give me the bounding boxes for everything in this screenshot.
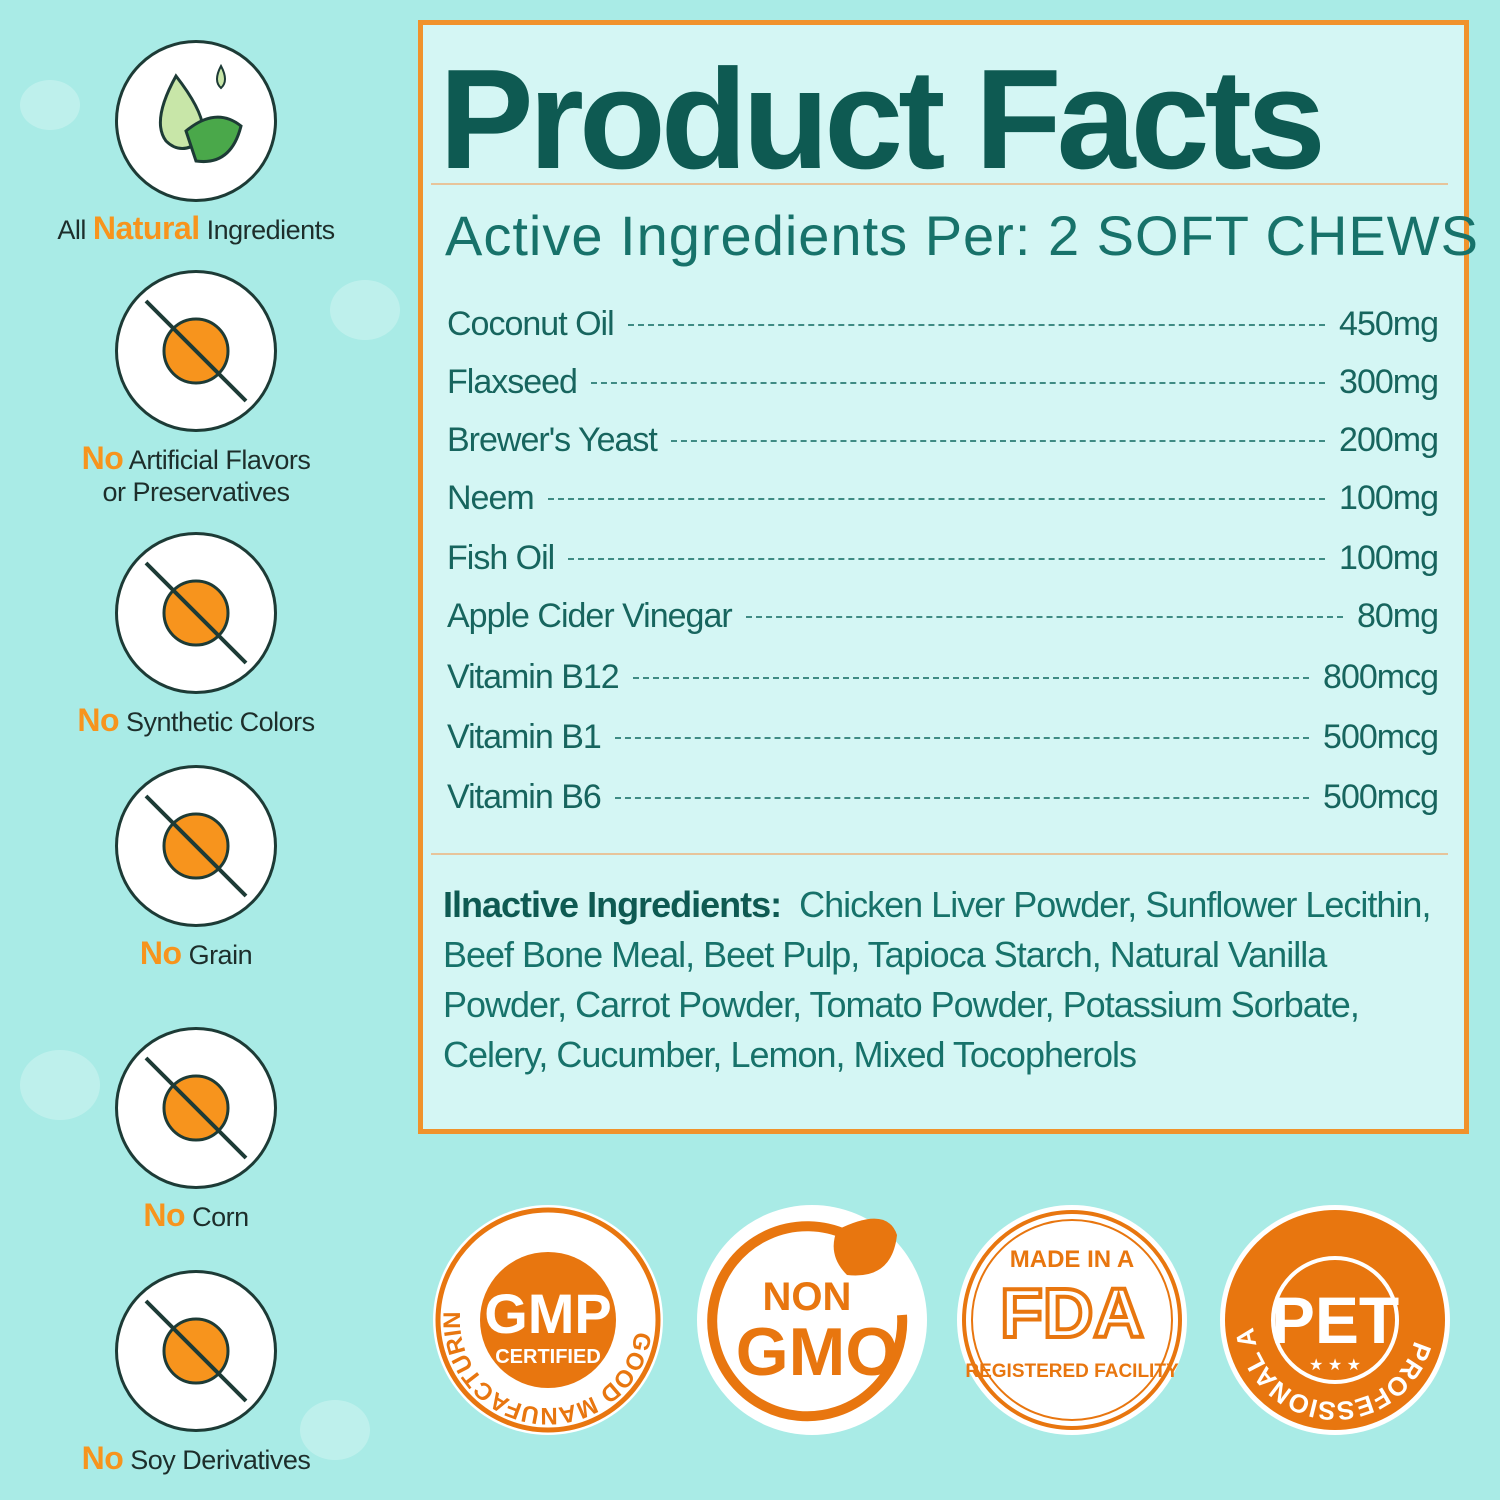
ingredient-row: Fish Oil 100mg xyxy=(447,539,1439,578)
gmp-text: GMP xyxy=(484,1282,612,1345)
ingredient-name: Vitamin B12 xyxy=(447,658,620,696)
feature-label: No Corn xyxy=(143,1197,249,1233)
dotted-leader xyxy=(590,381,1326,384)
feature-item: No Artificial Flavors or Preservatives xyxy=(36,270,356,508)
ingredient-amount: 100mg xyxy=(1339,479,1439,517)
product-facts-panel: Product Facts Active Ingredients Per: 2 … xyxy=(418,20,1478,1134)
no-corn-icon xyxy=(115,1027,277,1189)
divider xyxy=(431,183,1448,185)
svg-text:REGISTERED FACILITY: REGISTERED FACILITY xyxy=(965,1361,1179,1382)
ingredient-row: Coconut Oil 450mg xyxy=(447,305,1439,344)
page-title: Product Facts xyxy=(439,40,1326,199)
feature-item: No Corn xyxy=(36,1027,356,1233)
dotted-leader xyxy=(632,676,1310,679)
dotted-leader xyxy=(614,736,1310,739)
ingredient-row: Vitamin B6 500mcg xyxy=(447,778,1439,817)
svg-text:GMO: GMO xyxy=(736,1314,898,1390)
feature-item: All Natural Ingredients xyxy=(36,40,356,246)
pet-approved-badge: PROFESSIONAL APPROVED PET ★ ★ ★ xyxy=(1210,1181,1450,1435)
inactive-ingredients: Ilnactive Ingredients: Chicken Liver Pow… xyxy=(443,880,1450,1080)
ingredient-name: Vitamin B1 xyxy=(447,718,602,756)
svg-text:★ ★ ★: ★ ★ ★ xyxy=(1309,1357,1361,1374)
dotted-leader xyxy=(745,615,1343,618)
ingredient-name: Brewer's Yeast xyxy=(447,421,658,459)
feature-label: No Artificial Flavors or Preservatives xyxy=(81,440,311,507)
dotted-leader xyxy=(568,557,1326,560)
dotted-leader xyxy=(547,497,1326,500)
ingredient-row: Neem 100mg xyxy=(447,479,1439,518)
dotted-leader xyxy=(670,439,1326,442)
dotted-leader xyxy=(627,323,1326,326)
ingredient-amount: 500mcg xyxy=(1323,778,1439,816)
leaf-icon xyxy=(833,1218,897,1276)
feature-label: No Soy Derivatives xyxy=(81,1440,311,1476)
svg-text:FDA: FDA xyxy=(1000,1274,1144,1352)
feature-item: No Grain xyxy=(36,765,356,971)
ingredient-name: Apple Cider Vinegar xyxy=(447,597,733,635)
ingredient-row: Flaxseed 300mg xyxy=(447,363,1439,402)
feature-item: No Synthetic Colors xyxy=(36,532,356,738)
fda-badge: MADE IN A FDA REGISTERED FACILITY xyxy=(957,1205,1187,1435)
svg-text:MADE IN A: MADE IN A xyxy=(1010,1246,1134,1273)
ingredient-amount: 500mcg xyxy=(1323,718,1439,756)
feature-label: All Natural Ingredients xyxy=(57,210,335,246)
divider xyxy=(431,853,1448,855)
ingredient-name: Neem xyxy=(447,479,535,517)
gmp-sub-text: CERTIFIED xyxy=(495,1346,601,1368)
feature-label: No Grain xyxy=(139,935,253,971)
oil-drop-leaf-icon xyxy=(115,40,277,202)
no-chemical-flask-icon xyxy=(115,270,277,432)
feature-item: No Soy Derivatives xyxy=(36,1270,356,1476)
paw-decoration xyxy=(20,1050,100,1120)
no-grain-icon xyxy=(115,765,277,927)
ingredient-amount: 800mcg xyxy=(1323,658,1439,696)
no-soy-icon xyxy=(115,1270,277,1432)
dotted-leader xyxy=(614,796,1310,799)
paw-decoration xyxy=(300,1400,370,1460)
ingredient-row: Vitamin B1 500mcg xyxy=(447,718,1439,757)
feature-label: No Synthetic Colors xyxy=(77,702,315,738)
ingredient-amount: 300mg xyxy=(1339,363,1439,401)
paw-decoration xyxy=(330,280,400,340)
ingredient-name: Fish Oil xyxy=(447,539,555,577)
inactive-label: Ilnactive Ingredients: xyxy=(443,884,782,925)
ingredient-name: Flaxseed xyxy=(447,363,578,401)
no-synthetic-color-icon xyxy=(115,532,277,694)
paw-decoration xyxy=(20,80,80,130)
svg-text:NON: NON xyxy=(763,1275,852,1319)
ingredient-row: Apple Cider Vinegar 80mg xyxy=(447,597,1439,636)
ingredient-amount: 450mg xyxy=(1339,305,1439,343)
inactive-list: Chicken Liver Powder, Sunflower Lecithin… xyxy=(443,884,1431,1075)
ingredient-name: Coconut Oil xyxy=(447,305,615,343)
ingredient-row: Brewer's Yeast 200mg xyxy=(447,421,1439,460)
ingredient-amount: 100mg xyxy=(1339,539,1439,577)
ingredient-amount: 200mg xyxy=(1339,421,1439,459)
svg-text:PET: PET xyxy=(1271,1283,1399,1357)
ingredient-name: Vitamin B6 xyxy=(447,778,602,816)
non-gmo-badge: NON GMO xyxy=(697,1205,927,1435)
subtitle: Active Ingredients Per: 2 SOFT CHEWS xyxy=(445,204,1479,267)
ingredient-amount: 80mg xyxy=(1356,597,1439,635)
ingredient-row: Vitamin B12 800mcg xyxy=(447,658,1439,697)
